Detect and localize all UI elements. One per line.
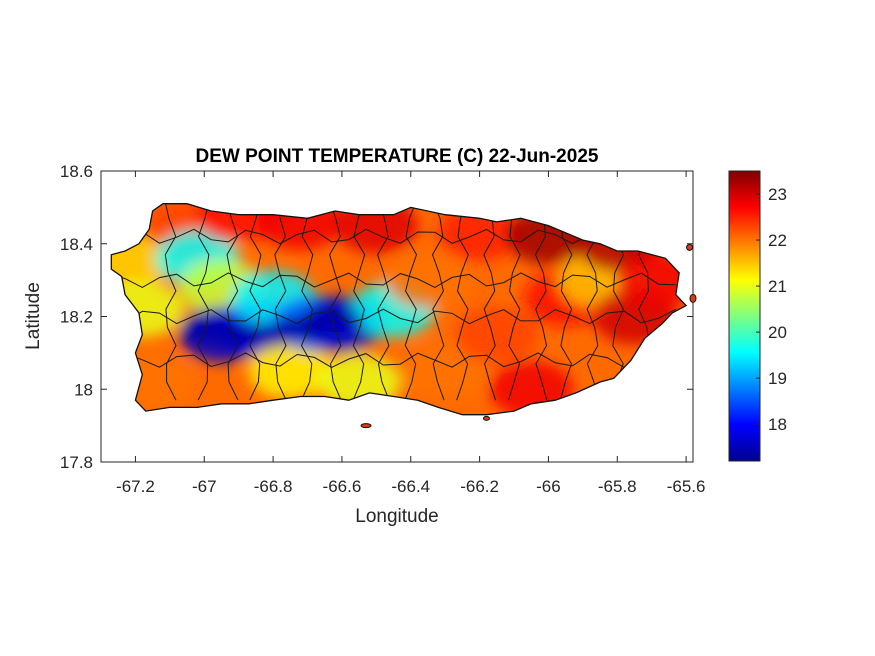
municipality-boundary — [431, 203, 445, 401]
islet — [689, 293, 697, 303]
x-tick-label: -65.8 — [598, 477, 637, 496]
dew-point-field — [110, 203, 697, 429]
y-axis-label: Latitude — [23, 282, 44, 350]
y-tick-label: 18.6 — [60, 162, 93, 181]
municipality-boundary — [534, 203, 548, 401]
x-axis-ticks: -67.2 -67 -66.8 -66.6 -66.4 -66.2 -66 -65.8 -65.… — [116, 171, 705, 496]
municipality-boundary — [559, 203, 573, 401]
x-tick-label: -66 — [536, 477, 561, 496]
municipality-boundary — [197, 203, 210, 401]
municipality-boundary — [164, 203, 177, 401]
colorbar-tick-label: 22 — [768, 231, 787, 250]
y-tick-label: 18.4 — [60, 235, 93, 254]
colorbar-ticks: 18 19 20 21 22 23 — [756, 185, 787, 434]
map-title: DEW POINT TEMPERATURE (C) 22-Jun-2025 — [196, 146, 599, 167]
y-axis-ticks: 17.8 18 18.2 18.4 18.6 — [60, 162, 693, 472]
municipality-boundary — [111, 272, 676, 288]
x-tick-label: -65.6 — [667, 477, 706, 496]
x-axis-label: Longitude — [355, 506, 438, 527]
islet — [686, 243, 694, 251]
colorbar-tick-label: 20 — [768, 323, 787, 342]
x-tick-label: -66.2 — [460, 477, 499, 496]
offshore-islets — [360, 243, 697, 429]
municipality-boundary — [111, 352, 677, 368]
municipality-boundary — [352, 203, 366, 401]
municipality-boundary — [376, 203, 390, 401]
islet — [360, 423, 372, 429]
dew-point-cell — [403, 343, 488, 400]
x-tick-label: -66.8 — [254, 477, 293, 496]
coastline — [110, 203, 688, 416]
dew-point-cell — [111, 233, 171, 290]
x-tick-label: -66.4 — [391, 477, 430, 496]
municipality-boundary — [404, 203, 418, 401]
x-tick-label: -66.6 — [323, 477, 362, 496]
municipality-boundary — [249, 203, 262, 401]
colorbar-tick-label: 19 — [768, 369, 787, 388]
y-tick-label: 18 — [74, 380, 93, 399]
municipality-boundary — [111, 308, 677, 325]
colorbar-tick-label: 18 — [768, 415, 787, 434]
y-tick-label: 17.8 — [60, 453, 93, 472]
dew-point-cell — [385, 252, 470, 309]
municipality-boundary — [273, 203, 287, 401]
municipality-boundary — [508, 203, 521, 401]
colorbar — [728, 170, 761, 462]
dew-point-cell — [454, 306, 539, 363]
municipality-boundary — [226, 203, 239, 401]
islet — [482, 415, 490, 421]
y-tick-label: 18.2 — [60, 308, 93, 327]
x-tick-label: -67.2 — [116, 477, 155, 496]
x-tick-label: -67 — [192, 477, 217, 496]
colorbar-tick-label: 21 — [768, 277, 787, 296]
dew-point-cell — [307, 308, 364, 333]
municipality-boundary — [456, 203, 469, 401]
colorbar-tick-label: 23 — [768, 185, 787, 204]
